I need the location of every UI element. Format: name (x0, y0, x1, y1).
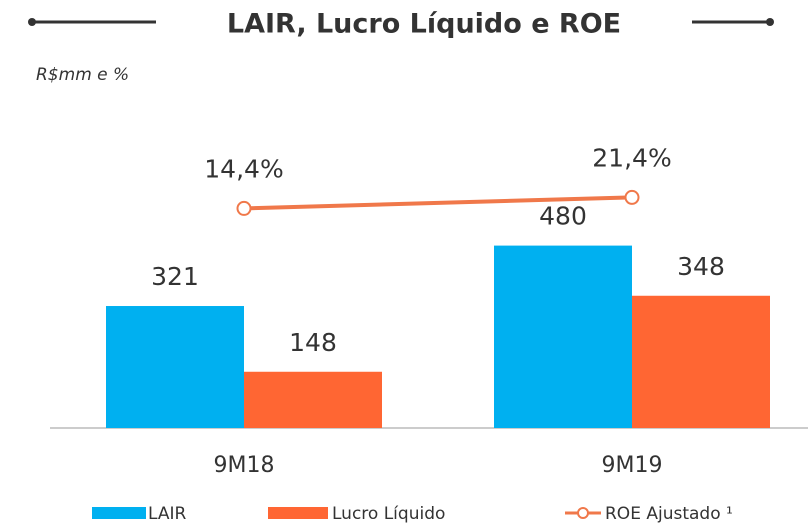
bar (494, 245, 632, 428)
legend-label: ROE Ajustado ¹ (605, 504, 733, 524)
title-dot (28, 18, 36, 26)
roe-line (243, 195, 633, 211)
roe-point (236, 200, 252, 216)
data-label: 14,4% (204, 154, 283, 183)
bar (632, 295, 770, 428)
legend-label: LAIR (148, 504, 187, 524)
x-tick-label: 9M19 (602, 453, 663, 478)
legend-swatch (577, 507, 589, 519)
legend-label: Lucro Líquido (332, 504, 445, 524)
bar (244, 371, 382, 428)
chart-title: LAIR, Lucro Líquido e ROE (227, 9, 621, 40)
title-dot (766, 18, 774, 26)
data-label: 348 (677, 252, 725, 281)
subtitle: R$mm e % (36, 65, 129, 85)
legend-swatch (268, 507, 328, 519)
legend-swatch (92, 507, 146, 519)
roe-point (624, 189, 640, 205)
data-label: 480 (539, 202, 587, 231)
bar (106, 306, 244, 428)
x-tick-label: 9M18 (214, 453, 275, 478)
data-label: 321 (151, 262, 199, 291)
data-label: 148 (289, 328, 337, 357)
data-label: 21,4% (592, 143, 671, 172)
